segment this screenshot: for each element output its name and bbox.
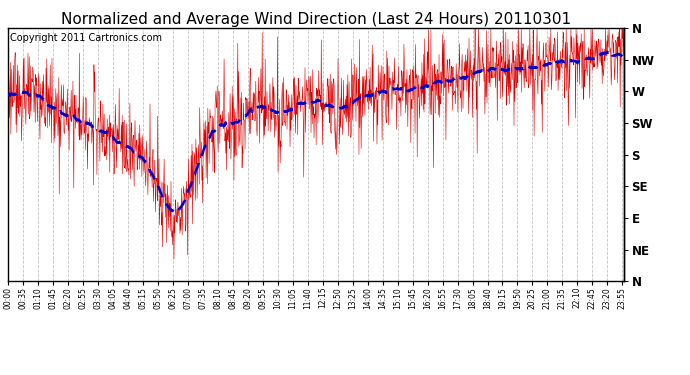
Text: Copyright 2011 Cartronics.com: Copyright 2011 Cartronics.com [10, 33, 161, 43]
Title: Normalized and Average Wind Direction (Last 24 Hours) 20110301: Normalized and Average Wind Direction (L… [61, 12, 571, 27]
